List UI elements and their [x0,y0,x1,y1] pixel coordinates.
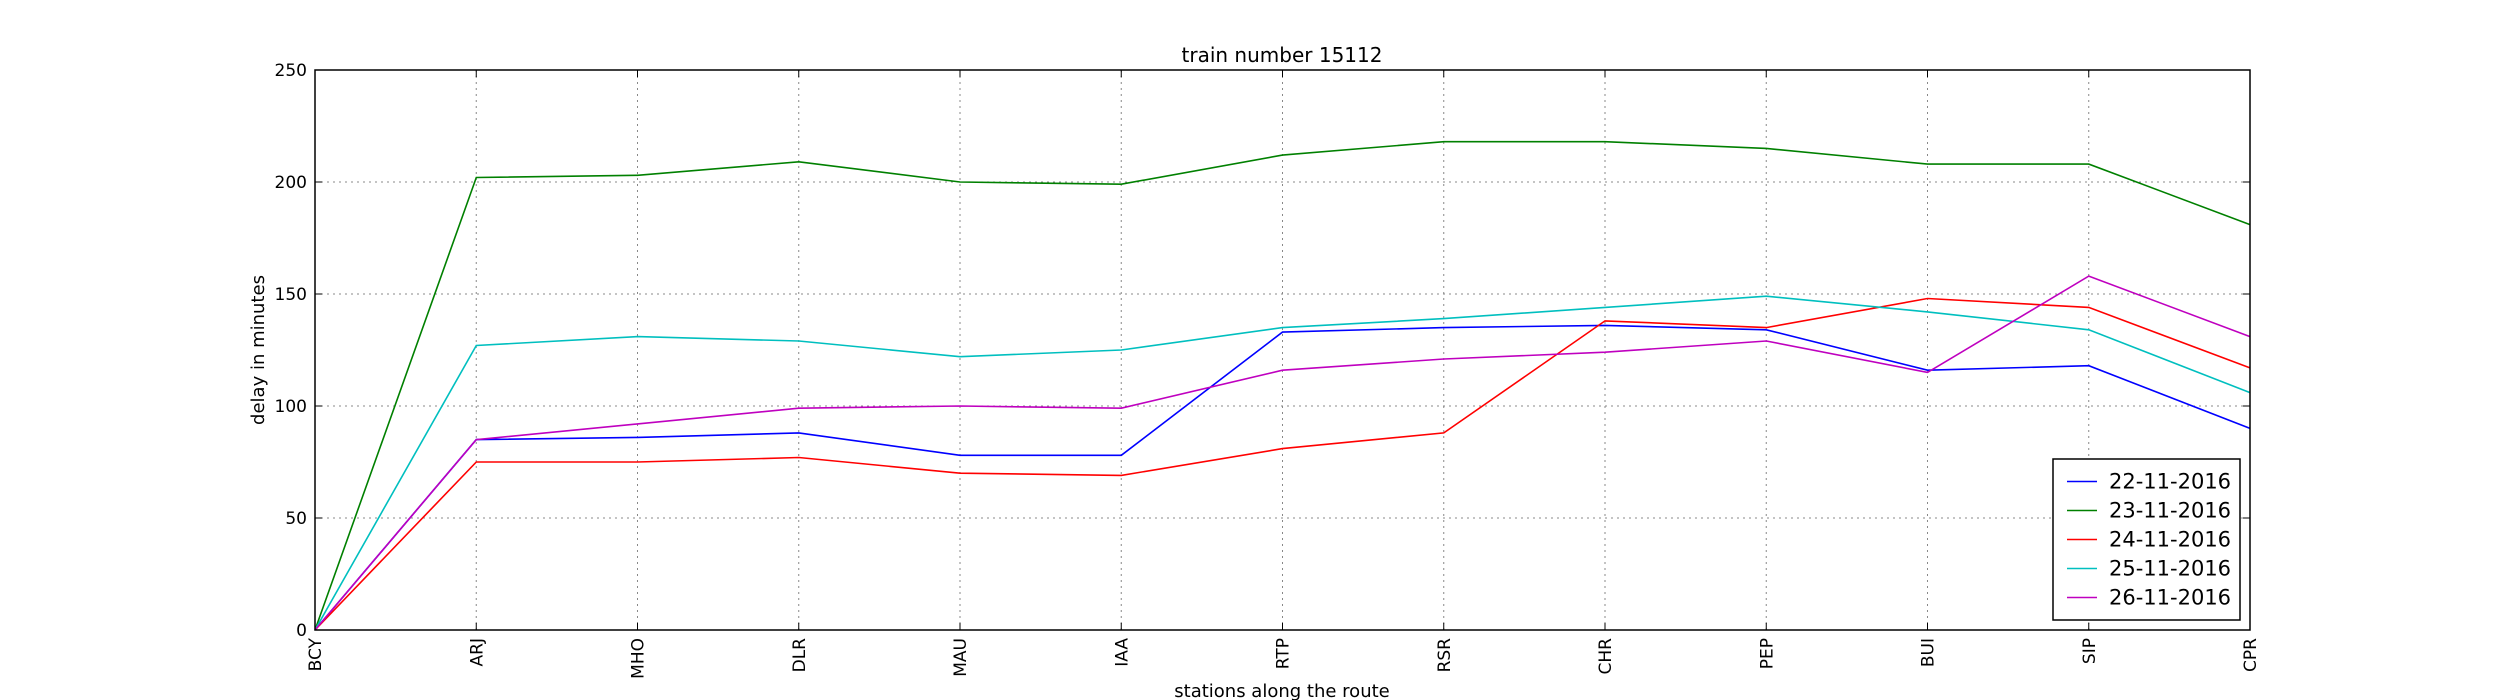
x-tick-label: ARJ [467,638,487,666]
x-tick-label: RSR [1435,638,1455,673]
x-tick-label: MAU [951,638,971,677]
legend-label: 23-11-2016 [2109,499,2231,523]
series-lines [314,140,2251,631]
y-tick-label: 50 [285,509,307,529]
x-tick-label: CHR [1596,638,1616,675]
legend-label: 22-11-2016 [2109,470,2231,494]
x-tick-label: RTP [1274,638,1294,669]
y-tick-label: 200 [275,173,307,193]
x-tick-label: DLR [790,638,810,673]
series-line-26-11-2016 [314,275,2251,631]
y-axis-label: delay in minutes [248,275,269,425]
series-line-22-11-2016 [314,324,2251,631]
x-tick-label: IAA [1112,638,1132,667]
series-line-23-11-2016 [314,140,2251,631]
x-tick-label: PEP [1757,638,1777,669]
x-tick-label: CPR [2241,638,2261,672]
x-tick-label: MHO [629,638,649,679]
legend-label: 24-11-2016 [2109,528,2231,552]
y-tick-label: 100 [275,397,307,417]
y-tick-label: 0 [296,621,307,641]
x-axis-label: stations along the route [1174,681,1389,700]
legend-label: 26-11-2016 [2109,586,2231,610]
legend: 22-11-2016 23-11-2016 24-11-2016 25-11-2016… [2052,458,2241,621]
y-axis-ticks: 0 50 100 150 200 250 [275,61,2250,641]
x-tick-label: BUI [1919,638,1939,667]
chart-title: train number 15112 [1182,43,1383,67]
y-tick-label: 150 [275,285,307,305]
series-line-25-11-2016 [314,295,2251,631]
y-tick-label: 250 [275,61,307,81]
x-tick-label: SIP [2080,638,2100,664]
legend-label: 25-11-2016 [2109,557,2231,581]
series-line-24-11-2016 [314,297,2251,631]
grid [315,70,2250,630]
x-axis-ticks: BCY ARJ MHO DLR MAU IAA RTP RSR CHR PEP BUI SIP CPR [306,70,2261,679]
x-tick-label: BCY [306,637,326,671]
